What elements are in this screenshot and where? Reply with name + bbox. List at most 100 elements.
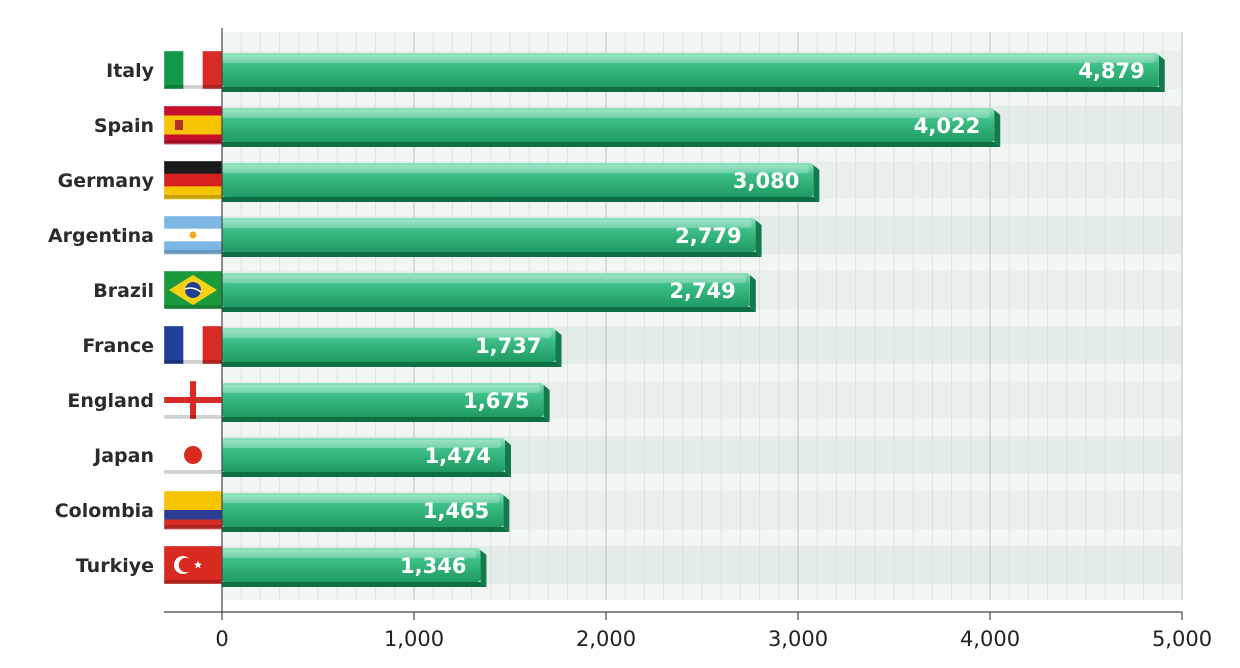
value-label: 1,737 xyxy=(475,334,541,358)
bar-france xyxy=(222,328,562,367)
flag-star xyxy=(194,560,202,569)
bar-front-face xyxy=(222,548,481,582)
bar-spain xyxy=(222,108,1001,147)
value-label: 2,749 xyxy=(669,279,735,303)
sun-emblem xyxy=(189,231,197,239)
bar-side-face xyxy=(1158,55,1165,92)
bar-side-face xyxy=(543,385,550,422)
cross-horizontal xyxy=(164,397,222,403)
flag-stripe xyxy=(202,326,223,364)
flag-shadow xyxy=(164,85,222,89)
flag-stripe xyxy=(164,173,222,187)
bar-bottom-face xyxy=(222,197,820,202)
italy-flag-icon xyxy=(163,50,223,90)
flag-shadow xyxy=(164,360,222,364)
x-tick-label: 5,000 xyxy=(1152,627,1212,651)
x-tick-label: 2,000 xyxy=(576,627,636,651)
flag-stripe xyxy=(164,51,184,89)
bar-england xyxy=(222,383,550,422)
bar-side-face xyxy=(480,550,487,587)
bar-side-face xyxy=(505,440,512,477)
flag-stripe xyxy=(164,519,222,530)
value-label: 1,675 xyxy=(463,389,529,413)
category-label: Colombia xyxy=(55,500,154,522)
bar-side-face xyxy=(503,495,510,532)
bar-highlight xyxy=(222,220,752,228)
bar-bottom-face xyxy=(222,417,550,422)
flag-stripe xyxy=(183,51,204,89)
value-label: 1,346 xyxy=(400,554,466,578)
france-flag-icon xyxy=(163,325,223,365)
category-label: Brazil xyxy=(93,280,154,302)
value-label: 3,080 xyxy=(733,169,799,193)
x-tick-label: 0 xyxy=(215,627,228,651)
bar-bottom-face xyxy=(222,307,756,312)
category-label: Germany xyxy=(58,170,155,192)
category-label: Spain xyxy=(94,115,154,137)
flag-band xyxy=(184,287,202,293)
bar-italy xyxy=(222,53,1165,92)
bar-highlight xyxy=(222,55,1155,63)
flag-shadow xyxy=(164,305,222,309)
bar-bottom-face xyxy=(222,472,512,477)
bar-highlight xyxy=(222,330,552,338)
category-label: Japan xyxy=(92,445,154,467)
bar-colombia xyxy=(222,493,510,532)
germany-flag-icon xyxy=(163,160,223,200)
bar-bottom-face xyxy=(222,142,1001,147)
bar-brazil xyxy=(222,273,756,312)
bar-highlight xyxy=(222,275,746,283)
value-label: 1,465 xyxy=(423,499,489,523)
turkiye-flag-icon xyxy=(163,545,223,585)
flag-shadow xyxy=(164,250,222,254)
flag-stripe xyxy=(164,491,222,511)
england-flag-icon xyxy=(163,380,223,420)
bar-front-face xyxy=(222,163,814,197)
flag-stripe xyxy=(164,216,222,230)
value-label: 1,474 xyxy=(425,444,491,468)
bar-front-face xyxy=(222,438,506,472)
category-label: Argentina xyxy=(48,225,154,247)
bar-bottom-face xyxy=(222,87,1165,92)
flag-shadow xyxy=(164,195,222,199)
flag-shadow xyxy=(164,580,222,584)
crescent-inner xyxy=(178,557,194,573)
coat-of-arms xyxy=(175,120,183,130)
bar-highlight xyxy=(222,110,991,118)
bar-front-face xyxy=(222,108,995,142)
japan-flag-icon xyxy=(163,435,223,475)
x-tick-label: 1,000 xyxy=(384,627,444,651)
colombia-flag-icon xyxy=(163,490,223,530)
bar-bottom-face xyxy=(222,582,487,587)
category-label: Italy xyxy=(106,60,154,82)
flag-stripe xyxy=(183,326,204,364)
bar-side-face xyxy=(755,220,762,257)
bar-germany xyxy=(222,163,820,202)
bar-side-face xyxy=(749,275,756,312)
argentina-flag-icon xyxy=(163,215,223,255)
bar-argentina xyxy=(222,218,762,257)
bar-side-face xyxy=(813,165,820,202)
flag-stripe xyxy=(164,106,222,116)
flag-globe xyxy=(185,282,201,298)
flag-stripe xyxy=(202,51,223,89)
value-label: 2,779 xyxy=(675,224,741,248)
bar-highlight xyxy=(222,165,810,173)
bar-front-face xyxy=(222,273,750,307)
bar-front-face xyxy=(222,328,556,362)
flag-stripe xyxy=(164,326,184,364)
bar-turkiye xyxy=(222,548,487,587)
value-label: 4,879 xyxy=(1078,59,1144,83)
flag-stripe xyxy=(164,134,222,145)
flag-stripe xyxy=(164,115,222,135)
bar-highlight xyxy=(222,495,500,503)
bar-front-face xyxy=(222,53,1159,87)
x-tick-label: 4,000 xyxy=(960,627,1020,651)
flag-shadow xyxy=(164,140,222,144)
spain-flag-icon xyxy=(163,105,223,145)
category-label: England xyxy=(67,390,154,412)
x-tick-label: 3,000 xyxy=(768,627,828,651)
red-sun xyxy=(184,446,202,464)
value-label: 4,022 xyxy=(914,114,980,138)
bar-bottom-face xyxy=(222,362,562,367)
